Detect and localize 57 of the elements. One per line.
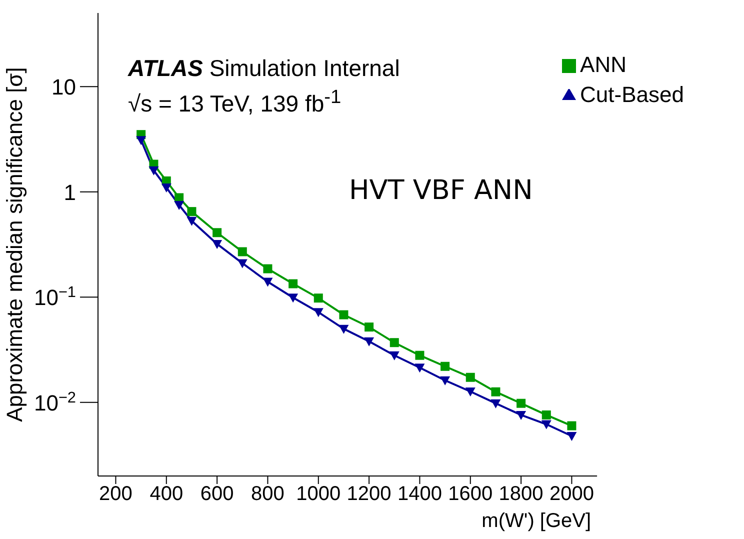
x-tick-label: 1200 bbox=[346, 483, 392, 506]
point bbox=[161, 184, 172, 193]
point bbox=[187, 207, 196, 216]
point bbox=[541, 420, 552, 430]
point bbox=[313, 308, 324, 318]
point bbox=[174, 201, 184, 210]
annotation: HVT VBF ANN bbox=[349, 175, 533, 206]
point bbox=[339, 310, 348, 320]
point bbox=[390, 338, 399, 348]
x-tick-label: 400 bbox=[150, 483, 184, 506]
point bbox=[490, 399, 501, 408]
point bbox=[237, 259, 248, 268]
point bbox=[465, 387, 476, 396]
annotation: √s = 13 TeV, 139 fb$^{-1}$ bbox=[128, 86, 342, 119]
point bbox=[440, 376, 450, 386]
point bbox=[389, 351, 400, 360]
point bbox=[338, 324, 349, 334]
point bbox=[415, 350, 424, 360]
point bbox=[414, 364, 425, 373]
legend-label: ANN bbox=[580, 52, 626, 77]
point bbox=[440, 362, 450, 371]
point bbox=[288, 279, 298, 288]
point bbox=[364, 337, 374, 346]
y-tick-label: 10 bbox=[52, 74, 76, 100]
x-axis-title: m(W') [GeV] bbox=[482, 510, 592, 532]
point bbox=[364, 322, 374, 332]
point bbox=[566, 432, 577, 441]
y-tick-label: 1 bbox=[64, 180, 76, 205]
x-tick-label: 2000 bbox=[549, 483, 594, 506]
point bbox=[212, 228, 222, 238]
point bbox=[542, 410, 551, 420]
point bbox=[516, 398, 526, 408]
x-tick-label: 200 bbox=[99, 483, 132, 506]
legend-label: Cut-Based bbox=[580, 82, 684, 107]
point bbox=[567, 421, 576, 430]
point bbox=[314, 294, 323, 303]
x-tick-label: 1400 bbox=[397, 483, 442, 506]
point bbox=[262, 278, 273, 287]
x-tick-label: 600 bbox=[200, 483, 234, 506]
point bbox=[466, 372, 475, 382]
point bbox=[288, 294, 298, 303]
point bbox=[136, 136, 146, 146]
point bbox=[212, 240, 222, 249]
point bbox=[186, 216, 197, 226]
point bbox=[263, 264, 272, 274]
y-axis-title: Approximate median significance [σ] bbox=[2, 67, 27, 422]
y-tick-label: 10$^{−2}$ bbox=[34, 388, 76, 416]
point bbox=[491, 387, 500, 396]
x-tick-label: 800 bbox=[251, 483, 284, 506]
x-tick-label: 1600 bbox=[448, 483, 493, 506]
annotation: ATLAS Simulation Internal bbox=[128, 54, 400, 83]
x-tick-label: 1800 bbox=[498, 483, 544, 506]
x-tick-label: 1000 bbox=[296, 483, 341, 506]
y-tick-label: 10$^{−1}$ bbox=[34, 284, 76, 310]
point bbox=[148, 166, 159, 176]
point bbox=[238, 247, 247, 256]
point bbox=[516, 410, 526, 420]
